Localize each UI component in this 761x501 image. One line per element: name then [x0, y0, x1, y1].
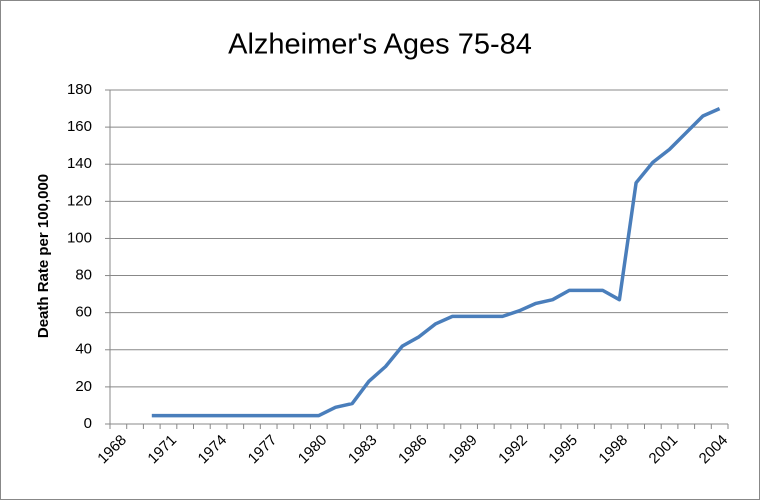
y-tick-label: 80 — [75, 267, 92, 284]
y-tick-label: 20 — [75, 378, 92, 395]
chart-title: Alzheimer's Ages 75-84 — [228, 29, 532, 61]
y-axis-label: Death Rate per 100,000 — [35, 174, 52, 338]
y-tick-label: 100 — [67, 229, 92, 246]
y-tick-label: 120 — [67, 192, 92, 209]
data-line — [151, 107, 721, 418]
y-tick-label: 160 — [67, 118, 92, 135]
y-tick-label: 40 — [75, 341, 92, 358]
y-tick-label: 140 — [67, 155, 92, 172]
y-tick-label: 60 — [75, 304, 92, 321]
y-tick-label: 0 — [84, 415, 92, 432]
y-tick-label: 180 — [67, 81, 92, 98]
